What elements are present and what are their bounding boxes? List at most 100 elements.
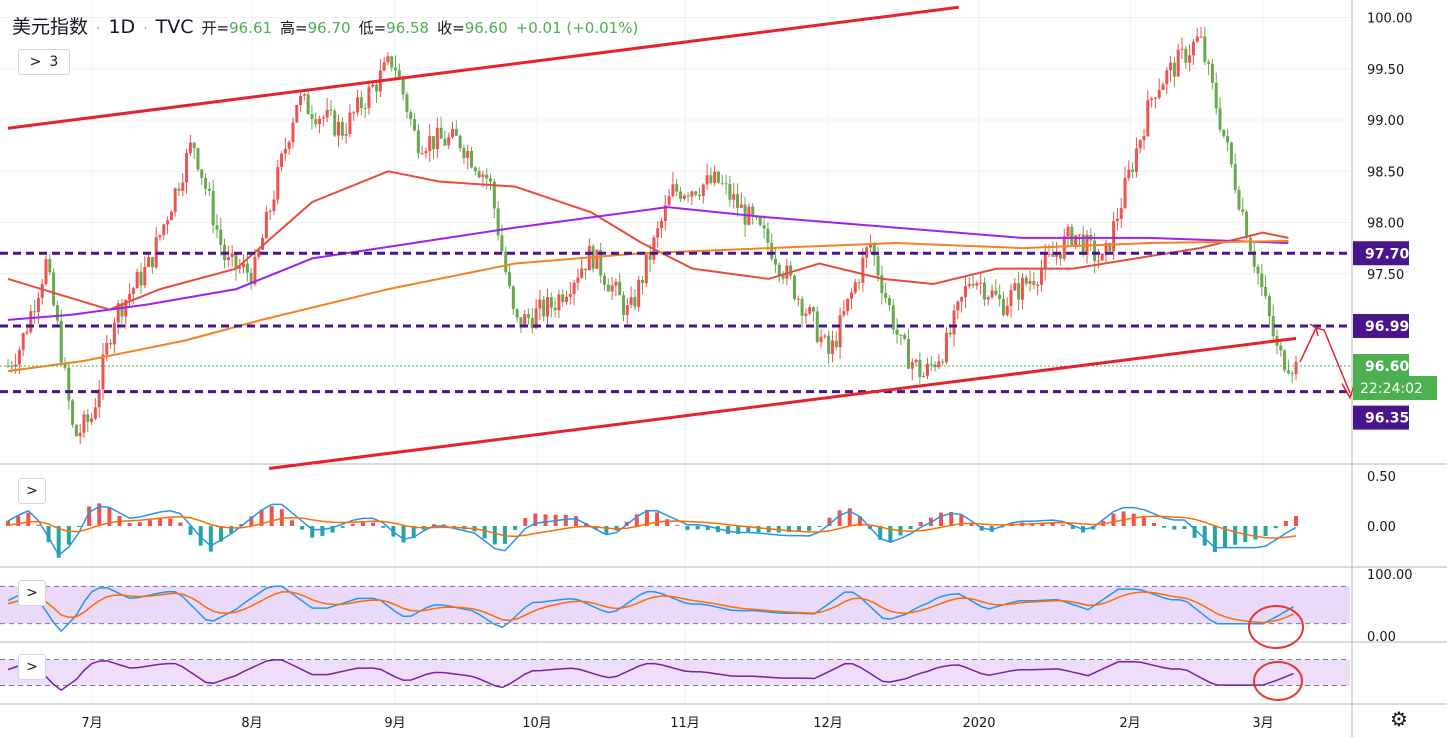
candle [735, 183, 739, 217]
candle [1142, 128, 1146, 151]
candle-body [1134, 148, 1138, 172]
candle [36, 292, 40, 324]
candle-body [1218, 108, 1222, 130]
stoch-pane-toggle[interactable]: > [18, 580, 46, 606]
symbol-title[interactable]: 美元指数 [12, 16, 89, 38]
candle [74, 423, 78, 437]
macd-histogram-bar [411, 526, 416, 539]
candle-body [610, 285, 614, 292]
candle-body [238, 267, 242, 269]
candle-body [720, 182, 724, 184]
macd-histogram-bar [1182, 526, 1187, 529]
candle-body [1195, 36, 1199, 42]
candle-body [538, 299, 542, 309]
level-label-bg [1353, 241, 1409, 266]
candle-body [895, 329, 899, 335]
candle [1150, 96, 1154, 108]
candle [485, 168, 489, 190]
candle-body [234, 253, 238, 269]
candle [1169, 55, 1173, 83]
candle [299, 90, 303, 112]
candle-body [1172, 62, 1176, 77]
candle [694, 190, 698, 197]
macd-histogram-bar [847, 508, 852, 526]
level-label-text: 96.35 [1365, 411, 1409, 427]
candle [1237, 185, 1241, 212]
candle [363, 103, 367, 119]
gear-icon[interactable]: ⚙ [1390, 707, 1408, 731]
macd-histogram-bar [1172, 526, 1177, 530]
macd-histogram-bar [1070, 526, 1075, 529]
candle [458, 134, 462, 153]
candle [477, 167, 481, 179]
candle [1017, 271, 1021, 311]
candle-body [1184, 48, 1188, 63]
candle-body [1237, 189, 1241, 210]
candle-body [565, 296, 569, 303]
macd-histogram-bar [513, 526, 518, 530]
price-tick-label: 100.00 [1367, 12, 1413, 27]
candle [344, 122, 348, 144]
candle-body [549, 297, 553, 308]
candle-body [120, 303, 124, 317]
candle [758, 215, 762, 227]
candle-body [659, 220, 663, 229]
candle-body [504, 251, 508, 273]
axes-layer: 100.00 99.50 99.00 98.50 98.00 97.50 7月 8月 9月 10月… [81, 12, 1412, 732]
candle [565, 290, 569, 305]
candle-body [147, 257, 151, 267]
candle [1218, 97, 1222, 133]
candle [1131, 162, 1135, 179]
interval[interactable]: 1D [108, 16, 136, 38]
candle [291, 117, 295, 149]
candle-body [55, 305, 59, 321]
candle-body [1191, 41, 1195, 56]
candle [1283, 349, 1287, 373]
macd-histogram-bar [878, 526, 883, 540]
candle [515, 308, 519, 323]
moving-average-1 [7, 206, 1289, 321]
candle [192, 141, 196, 159]
chevron-right-icon: > [26, 483, 38, 499]
candle-body [458, 135, 462, 149]
candle [496, 200, 500, 241]
candle [181, 173, 185, 197]
candle-body [1036, 284, 1040, 286]
candle [644, 254, 648, 288]
candle-body [796, 298, 800, 300]
candle-body [185, 152, 189, 183]
macd-histogram-bar [16, 515, 21, 526]
candle [641, 276, 645, 295]
macd-histogram-bar [655, 512, 660, 526]
macd-histogram-bar [1121, 511, 1126, 526]
macd-histogram-bar [1223, 526, 1228, 549]
candle [838, 307, 842, 360]
candle-body [352, 112, 356, 114]
candle-body [169, 211, 173, 221]
macd-pane-toggle[interactable]: > [18, 478, 46, 504]
macd-histogram-bar [1253, 526, 1258, 540]
candle [40, 278, 44, 305]
candle-body [603, 275, 607, 285]
candle-body [363, 108, 367, 110]
candle [849, 288, 853, 310]
candle-body [530, 317, 534, 329]
candle-body [804, 313, 808, 316]
candle [397, 63, 401, 78]
macd-histogram-bar [259, 509, 264, 526]
macd-histogram-bar [452, 526, 457, 528]
candle [1134, 137, 1138, 178]
candle-body [963, 286, 967, 298]
candle-body [861, 257, 865, 283]
macd-histogram-bar [543, 514, 548, 526]
candle-body [1119, 208, 1123, 219]
candle-body [606, 284, 610, 292]
indicator-toggle-button[interactable]: > 3 [18, 49, 70, 75]
candle-body [82, 414, 86, 433]
candle-body [97, 389, 101, 408]
rsi-pane-toggle[interactable]: > [18, 654, 46, 680]
macd-histogram-bar [320, 526, 325, 536]
macd-histogram-bar [492, 526, 497, 545]
candle [701, 183, 705, 204]
